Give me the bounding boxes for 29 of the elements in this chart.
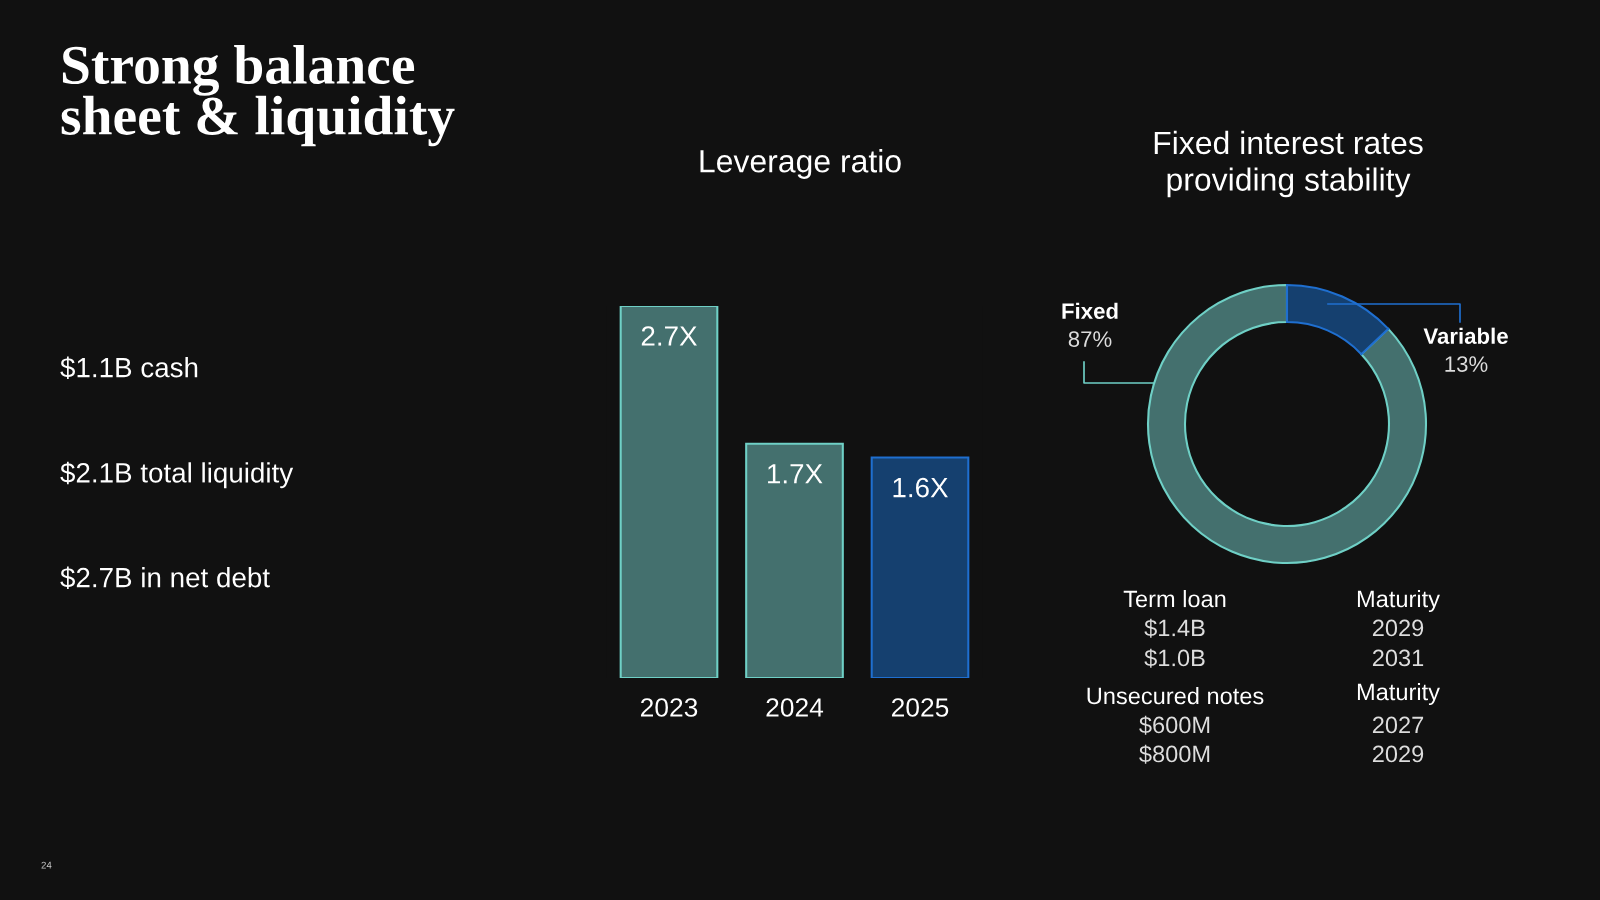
text: Maturity: [1357, 682, 1440, 705]
text: 24: [41, 861, 52, 869]
x-tick-label: 2024: [766, 698, 824, 717]
chart-title: Leverage ratio: [700, 149, 901, 179]
text: Strong balance sheet & liquidity: [61, 45, 455, 147]
text: $600M: [1139, 715, 1210, 735]
data-label: 1.7X: [768, 464, 823, 484]
data-label: 2.7X: [641, 326, 697, 346]
text: $1.0B: [1144, 648, 1205, 668]
text: Unsecured notes: [1087, 686, 1264, 705]
text: Maturity: [1357, 589, 1440, 613]
data-label: 13%: [1445, 356, 1488, 372]
text: $2.1B total liquidity: [60, 461, 294, 489]
text: 2027: [1372, 716, 1424, 734]
data-label: 1.6X: [893, 477, 948, 498]
text: 2029: [1372, 745, 1424, 763]
text: $1.1B cash: [60, 356, 198, 380]
slice-label: Variable: [1423, 327, 1508, 344]
x-tick-label: 2023: [640, 698, 698, 717]
text: $800M: [1139, 744, 1210, 764]
text: Term loan: [1123, 589, 1226, 608]
data-label: 87%: [1068, 331, 1112, 347]
text: 2031: [1372, 649, 1424, 667]
text: $1.4B: [1144, 618, 1205, 638]
text: $2.7B in net debt: [60, 566, 270, 590]
slice-label: Fixed: [1062, 302, 1118, 319]
chart-title: Fixed interest rates providing stability: [1154, 130, 1423, 198]
text: 2029: [1372, 619, 1424, 637]
x-tick-label: 2025: [891, 698, 949, 717]
